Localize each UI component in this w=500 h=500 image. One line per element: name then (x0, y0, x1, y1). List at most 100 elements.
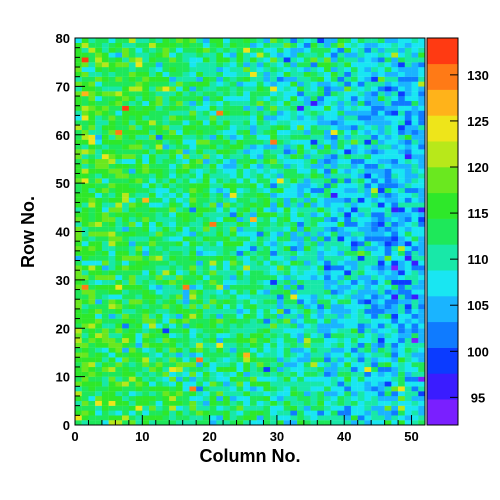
heatmap-cell (263, 52, 271, 58)
heatmap-cell (297, 158, 304, 164)
heatmap-cell (223, 100, 230, 106)
heatmap-cell (337, 76, 345, 82)
heatmap-cell (149, 410, 156, 416)
heatmap-cell (189, 391, 197, 397)
heatmap-cell (209, 308, 217, 314)
heatmap-cell (142, 86, 150, 92)
heatmap-cell (122, 115, 129, 121)
heatmap-cell (371, 129, 379, 135)
heatmap-cell (243, 304, 251, 310)
heatmap-cell (202, 158, 210, 164)
heatmap-cell (297, 207, 304, 213)
heatmap-cell (236, 52, 244, 58)
heatmap-cell (270, 352, 278, 358)
heatmap-cell (297, 265, 304, 271)
heatmap-cell (283, 110, 291, 116)
heatmap-cell (391, 313, 399, 319)
heatmap-cell (189, 352, 197, 358)
heatmap-cell (88, 260, 96, 266)
heatmap-cell (391, 284, 399, 290)
heatmap-cell (310, 67, 318, 73)
heatmap-cell (101, 299, 109, 305)
heatmap-cell (236, 246, 244, 251)
heatmap-cell (384, 115, 392, 121)
heatmap-cell (290, 158, 298, 164)
heatmap-cell (310, 333, 318, 339)
heatmap-cell (209, 328, 217, 334)
heatmap-cell (418, 395, 426, 401)
heatmap-cell (384, 381, 392, 387)
heatmap-cell (350, 42, 358, 48)
heatmap-cell (263, 197, 271, 203)
heatmap-cell (189, 105, 197, 111)
heatmap-cell (175, 100, 183, 106)
heatmap-cell (182, 163, 190, 169)
heatmap-cell (101, 328, 109, 334)
heatmap-cell (229, 207, 237, 213)
heatmap-cell (250, 192, 257, 198)
heatmap-cell (95, 158, 103, 164)
heatmap-cell (175, 62, 183, 68)
heatmap-cell (182, 400, 190, 406)
heatmap-cell (189, 328, 197, 334)
heatmap-cell (364, 347, 372, 353)
heatmap-cell (216, 67, 224, 73)
heatmap-cell (357, 362, 365, 368)
heatmap-cell (404, 168, 412, 174)
heatmap-cell (216, 255, 224, 261)
heatmap-cell (128, 260, 136, 266)
heatmap-cell (276, 376, 284, 382)
heatmap-cell (223, 352, 230, 358)
heatmap-cell (149, 246, 156, 251)
heatmap-cell (283, 391, 291, 397)
heatmap-cell (209, 357, 217, 363)
heatmap-cell (276, 125, 284, 131)
heatmap-cell (391, 260, 399, 266)
heatmap-cell (202, 42, 210, 48)
heatmap-cell (330, 86, 338, 92)
heatmap-cell (263, 144, 271, 150)
heatmap-cell (216, 149, 224, 155)
heatmap-cell (418, 236, 426, 242)
heatmap-cell (162, 62, 170, 68)
heatmap-cell (384, 105, 392, 111)
x-axis-title: Column No. (200, 446, 301, 466)
heatmap-cell (95, 318, 103, 324)
heatmap-cell (115, 410, 123, 416)
heatmap-cell (88, 100, 96, 106)
heatmap-cell (411, 120, 419, 126)
heatmap-cell (149, 178, 156, 184)
heatmap-cell (216, 212, 224, 218)
heatmap-cell (115, 173, 123, 179)
heatmap-cell (283, 376, 291, 382)
heatmap-cell (384, 226, 392, 232)
heatmap-cell (384, 100, 392, 106)
heatmap-cell (115, 231, 123, 237)
heatmap-cell (243, 405, 251, 411)
heatmap-cell (122, 304, 129, 310)
heatmap-cell (101, 347, 109, 353)
heatmap-cell (115, 420, 123, 426)
heatmap-cell (344, 207, 352, 213)
heatmap-cell (303, 371, 311, 377)
heatmap-cell (216, 125, 224, 131)
heatmap-cell (337, 333, 345, 339)
heatmap-cell (317, 42, 325, 48)
heatmap-cell (350, 207, 358, 213)
heatmap-cell (263, 395, 271, 401)
heatmap-cell (216, 197, 224, 203)
heatmap-cell (243, 308, 251, 314)
heatmap-cell (297, 236, 304, 242)
heatmap-cell (303, 260, 311, 266)
heatmap-cell (337, 342, 345, 348)
colorbar-swatch (427, 296, 458, 323)
heatmap-cell (81, 400, 89, 406)
heatmap-cell (297, 183, 304, 189)
heatmap-cell (344, 347, 352, 353)
heatmap-cell (196, 415, 204, 421)
heatmap-cell (202, 105, 210, 111)
heatmap-cell (270, 308, 278, 314)
heatmap-cell (149, 391, 156, 397)
heatmap-cell (344, 265, 352, 271)
heatmap-cell (149, 110, 156, 116)
